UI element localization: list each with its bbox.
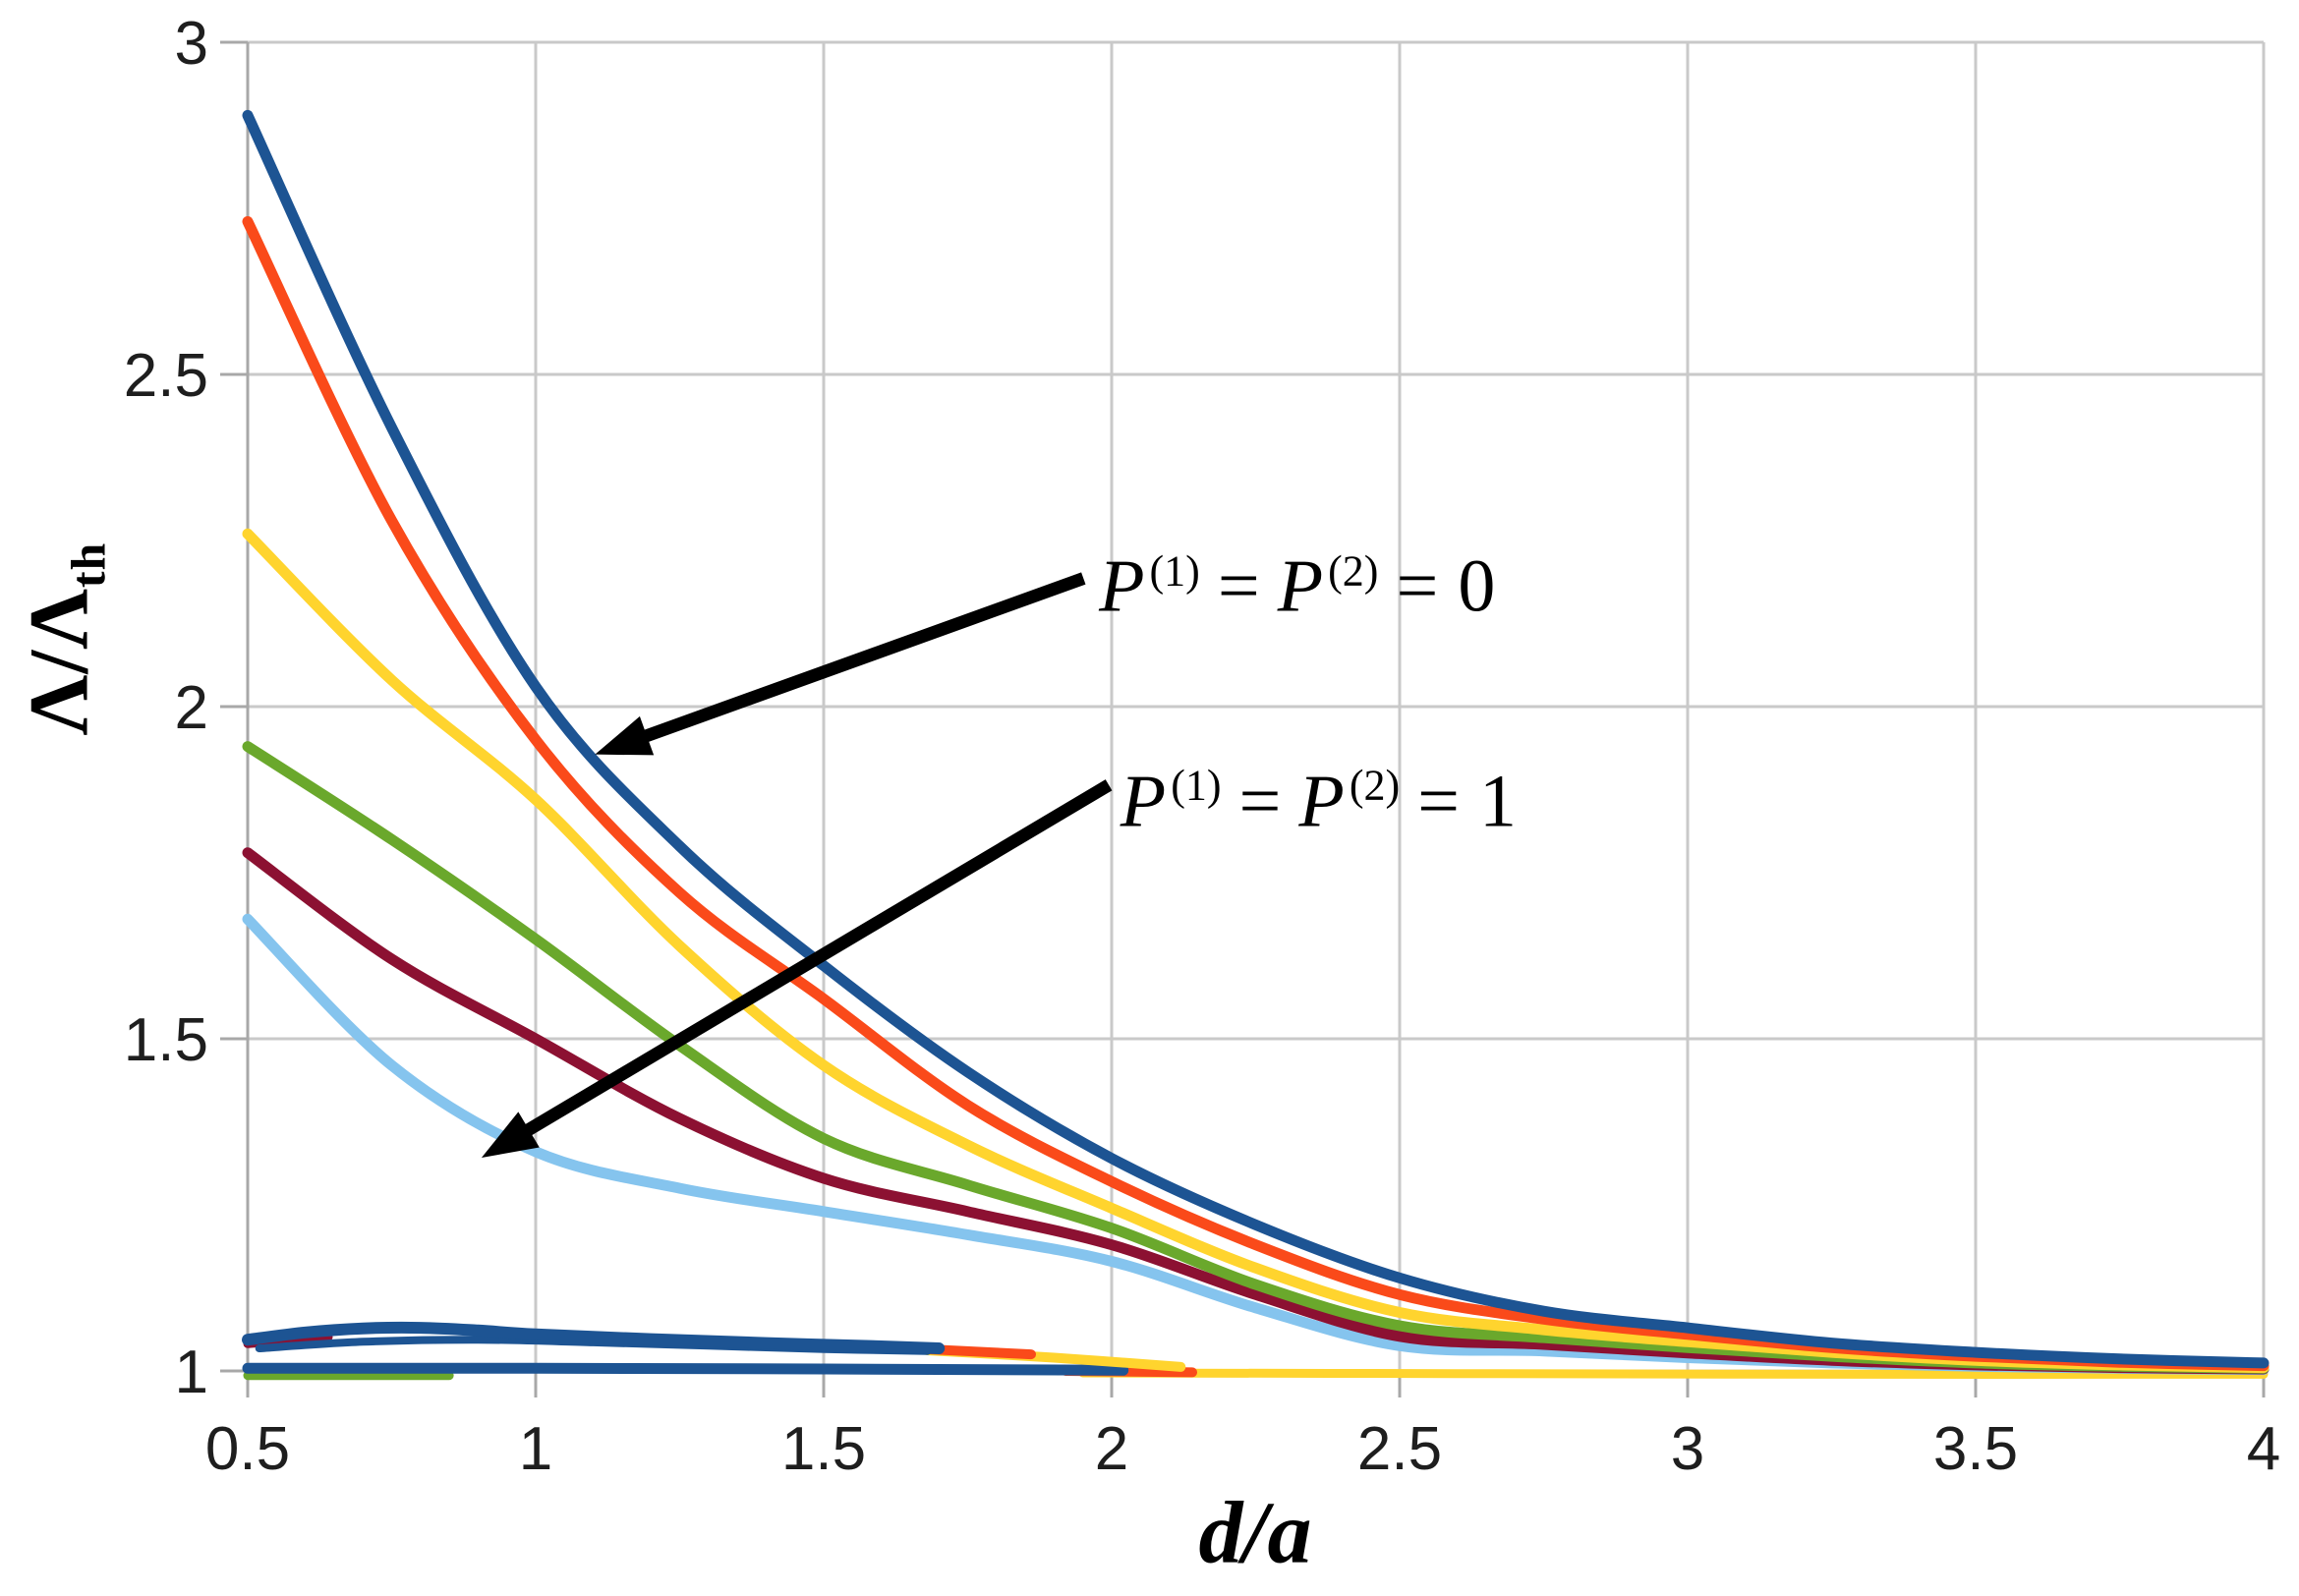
annotation-arrow-line-0 (637, 572, 1086, 745)
equals-sign: = (1396, 544, 1439, 628)
y-tick-label-2.5: 2.5 (124, 342, 208, 410)
annotation-value: 1 (1479, 760, 1518, 843)
x-axis-title: d/a (1198, 1484, 1312, 1582)
x-tick-label-4: 4 (2247, 1415, 2280, 1483)
annotation-p-symbol: P (1277, 544, 1324, 628)
curve-p1-baseline-blue (242, 1362, 1129, 1376)
y-axis-title: Λ/Λth (9, 542, 116, 736)
annotation-p-symbol: P (1099, 544, 1145, 628)
y-tick-label-3: 3 (175, 10, 208, 78)
y-tick-label-1.5: 1.5 (124, 1006, 208, 1074)
annotation-superscript-1: (1) (1171, 761, 1222, 810)
annotation-arrow-line-1 (518, 779, 1113, 1140)
y-axis-title-subscript: th (60, 542, 116, 589)
equals-sign: = (1238, 760, 1282, 843)
x-tick-label-1: 1 (519, 1415, 552, 1483)
equals-sign: = (1417, 760, 1461, 843)
annotation-value: 0 (1458, 544, 1496, 628)
y-axis-title-main: Λ/Λ (11, 588, 106, 736)
annotation-p-symbol: P (1120, 760, 1167, 843)
x-tick-label-3.5: 3.5 (1933, 1415, 2018, 1483)
annotation-arrowhead-1 (481, 1112, 540, 1159)
y-tick-label-2: 2 (175, 674, 208, 742)
annotation-superscript-2: (2) (1328, 546, 1379, 596)
x-tick-label-0.5: 0.5 (205, 1415, 290, 1483)
annotation-p-equals-1: P (1) = P (2) = 1 (1121, 759, 1517, 844)
annotation-p-equals-0: P (1) = P (2) = 0 (1099, 544, 1495, 630)
annotation-arrowhead-0 (595, 715, 655, 756)
annotation-superscript-2: (2) (1349, 761, 1401, 810)
x-tick-label-2: 2 (1095, 1415, 1128, 1483)
equals-sign: = (1217, 544, 1260, 628)
curve-p1-upper-blue (242, 1321, 946, 1354)
annotation-superscript-1: (1) (1149, 546, 1200, 596)
curve-P0-lightblue (242, 913, 2270, 1376)
x-tick-label-2.5: 2.5 (1357, 1415, 1442, 1483)
y-tick-label-1: 1 (175, 1339, 208, 1406)
annotation-p-symbol: P (1298, 760, 1345, 843)
x-tick-label-3: 3 (1671, 1415, 1704, 1483)
curve-p1-baseline-yellow (1078, 1368, 2269, 1379)
x-tick-label-1.5: 1.5 (781, 1415, 866, 1483)
curve-P0-blue (242, 109, 2270, 1369)
